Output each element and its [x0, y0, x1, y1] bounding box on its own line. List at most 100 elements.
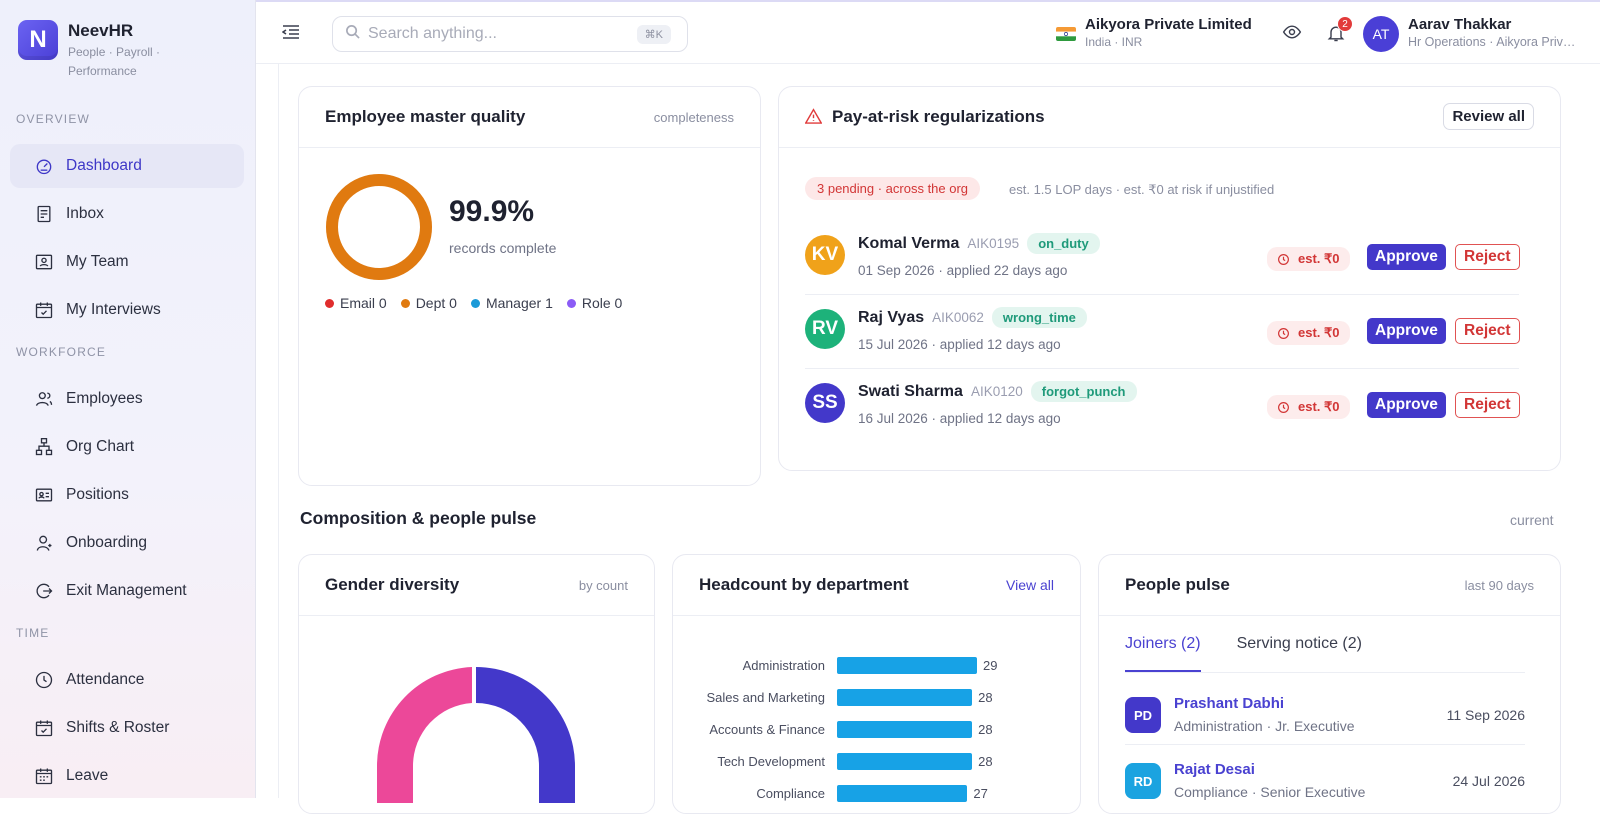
reject-button[interactable]: Reject	[1455, 244, 1520, 270]
sidebar-item-attendance[interactable]: Attendance	[10, 658, 244, 702]
sidebar-item-leave[interactable]: Leave	[10, 754, 244, 798]
brand-logo: N	[18, 20, 58, 60]
bar[interactable]	[837, 752, 973, 770]
joiner-name[interactable]: Prashant Dabhi	[1174, 695, 1285, 712]
reject-button[interactable]: Reject	[1455, 318, 1520, 344]
est-badge: est. ₹0	[1267, 321, 1350, 345]
tab-joiners[interactable]: Joiners (2)	[1125, 635, 1201, 672]
sidebar-item-org-chart[interactable]: Org Chart	[10, 425, 244, 469]
sidebar-item-label: Leave	[66, 767, 109, 784]
approve-button[interactable]: Approve	[1367, 318, 1446, 344]
avatar: KV	[805, 235, 845, 275]
gender-diversity-card: Gender diversity by count	[298, 554, 655, 814]
bar[interactable]	[837, 688, 973, 706]
approve-button[interactable]: Approve	[1367, 244, 1446, 270]
sidebar-item-inbox[interactable]: Inbox	[10, 192, 244, 236]
eye-icon[interactable]	[1282, 22, 1302, 47]
joiner-name[interactable]: Rajat Desai	[1174, 761, 1255, 778]
employee-name[interactable]: Raj Vyas	[858, 309, 925, 326]
sidebar-item-shifts-roster[interactable]: Shifts & Roster	[10, 706, 244, 750]
calendar-check-icon	[34, 300, 54, 320]
joiner-sub: Administration · Jr. Executive	[1174, 718, 1355, 734]
employee-name-line: Raj Vyas AIK0062 wrong_time	[858, 307, 1087, 328]
sidebar-item-label: Dashboard	[66, 157, 142, 174]
sidebar-item-label: Org Chart	[66, 438, 135, 455]
clock-icon	[1278, 401, 1289, 413]
headcount-card: Headcount by department View all Adminis…	[672, 554, 1081, 814]
tab-serving-notice[interactable]: Serving notice (2)	[1236, 635, 1362, 652]
completeness-percent: 99.9%	[449, 195, 535, 228]
sidebar-item-my-team[interactable]: My Team	[10, 240, 244, 284]
bar-row: Accounts & Finance 28	[693, 713, 997, 745]
collapse-menu-icon[interactable]	[281, 24, 300, 45]
search-placeholder: Search anything...	[368, 25, 497, 42]
completeness-arc	[326, 174, 432, 280]
row-sub: 01 Sep 2026 · applied 22 days ago	[858, 263, 1068, 278]
card-title: Headcount by department	[699, 575, 909, 594]
warning-icon	[804, 108, 823, 129]
sidebar-item-positions[interactable]: Positions	[10, 473, 244, 517]
view-all-link[interactable]: View all	[1006, 577, 1054, 593]
employee-name[interactable]: Swati Sharma	[858, 383, 963, 400]
bar[interactable]	[837, 720, 973, 738]
sidebar-item-employees[interactable]: Employees	[10, 377, 244, 421]
sidebar-item-label: Shifts & Roster	[66, 719, 170, 736]
sidebar-item-label: Exit Management	[66, 582, 187, 599]
bar-value: 28	[978, 721, 993, 737]
brand[interactable]: N NeevHR People · Payroll · Performance	[18, 20, 188, 81]
bar-row: Sales and Marketing 28	[693, 681, 997, 713]
sidebar-item-onboarding[interactable]: Onboarding	[10, 521, 244, 565]
employee-quality-card: Employee master quality completeness 99.…	[298, 86, 761, 486]
sidebar-item-exit-management[interactable]: Exit Management	[10, 569, 244, 613]
org-name: Aikyora Private Limited	[1085, 16, 1252, 33]
employee-id: AIK0120	[970, 384, 1023, 399]
sidebar-item-label: Onboarding	[66, 534, 148, 551]
content-divider	[278, 64, 279, 798]
avatar[interactable]: AT	[1363, 16, 1399, 52]
regularization-row: SS Swati Sharma AIK0120 forgot_punch 16 Ju…	[805, 369, 1520, 443]
sidebar-item-my-interviews[interactable]: My Interviews	[10, 288, 244, 332]
sidebar: N NeevHR People · Payroll · Performance …	[0, 0, 256, 798]
avatar: RV	[805, 309, 845, 349]
reason-tag: wrong_time	[991, 307, 1087, 328]
team-icon	[34, 252, 54, 272]
risk-note: est. 1.5 LOP days · est. ₹0 at risk if u…	[1009, 182, 1275, 197]
legend-dept: Dept 0	[400, 295, 457, 311]
review-all-button[interactable]: Review all	[1443, 103, 1534, 130]
people-pulse-card: People pulse last 90 days Joiners (2) Se…	[1098, 554, 1561, 814]
legend-manager: Manager 1	[470, 295, 553, 311]
bar-value: 28	[978, 753, 993, 769]
bar-label: Tech Development	[717, 753, 825, 769]
avatar: RD	[1125, 763, 1161, 799]
search-input[interactable]: Search anything... ⌘K	[332, 16, 688, 52]
id-card-icon	[34, 485, 54, 505]
section-time: TIME	[16, 626, 50, 640]
exit-icon	[34, 581, 54, 601]
employee-name[interactable]: Komal Verma	[858, 235, 960, 252]
calendar-leave-icon	[34, 766, 54, 786]
quality-legend: Email 0 Dept 0 Manager 1 Role 0	[325, 295, 636, 311]
section-title: Composition & people pulse	[300, 508, 537, 528]
bar[interactable]	[837, 656, 977, 674]
bar-row: Compliance 27	[693, 777, 997, 809]
est-badge: est. ₹0	[1267, 395, 1350, 419]
reason-tag: forgot_punch	[1030, 381, 1137, 402]
bar-value: 29	[983, 657, 998, 673]
brand-tagline: People · Payroll · Performance	[68, 45, 161, 78]
user-menu[interactable]: Aarav Thakkar Hr Operations · Aikyora Pr…	[1408, 16, 1578, 49]
bar-label: Compliance	[756, 785, 825, 801]
bar-row: Tech Development 28	[693, 745, 997, 777]
search-shortcut: ⌘K	[636, 25, 671, 44]
reject-button[interactable]: Reject	[1455, 392, 1520, 418]
user-sub: Hr Operations · Aikyora Private Limited	[1408, 35, 1578, 49]
sidebar-item-dashboard[interactable]: Dashboard	[10, 144, 244, 188]
approve-button[interactable]: Approve	[1367, 392, 1446, 418]
card-title: Pay-at-risk regularizations	[832, 107, 1045, 126]
employee-id: AIK0195	[967, 236, 1020, 251]
clock-icon	[1278, 253, 1289, 265]
bar-value: 27	[973, 785, 988, 801]
org-switcher[interactable]: Aikyora Private Limited India · INR	[1056, 16, 1252, 49]
pulse-tabs: Joiners (2) Serving notice (2)	[1125, 635, 1525, 673]
bar[interactable]	[837, 784, 968, 802]
card-meta: last 90 days	[1464, 577, 1534, 593]
